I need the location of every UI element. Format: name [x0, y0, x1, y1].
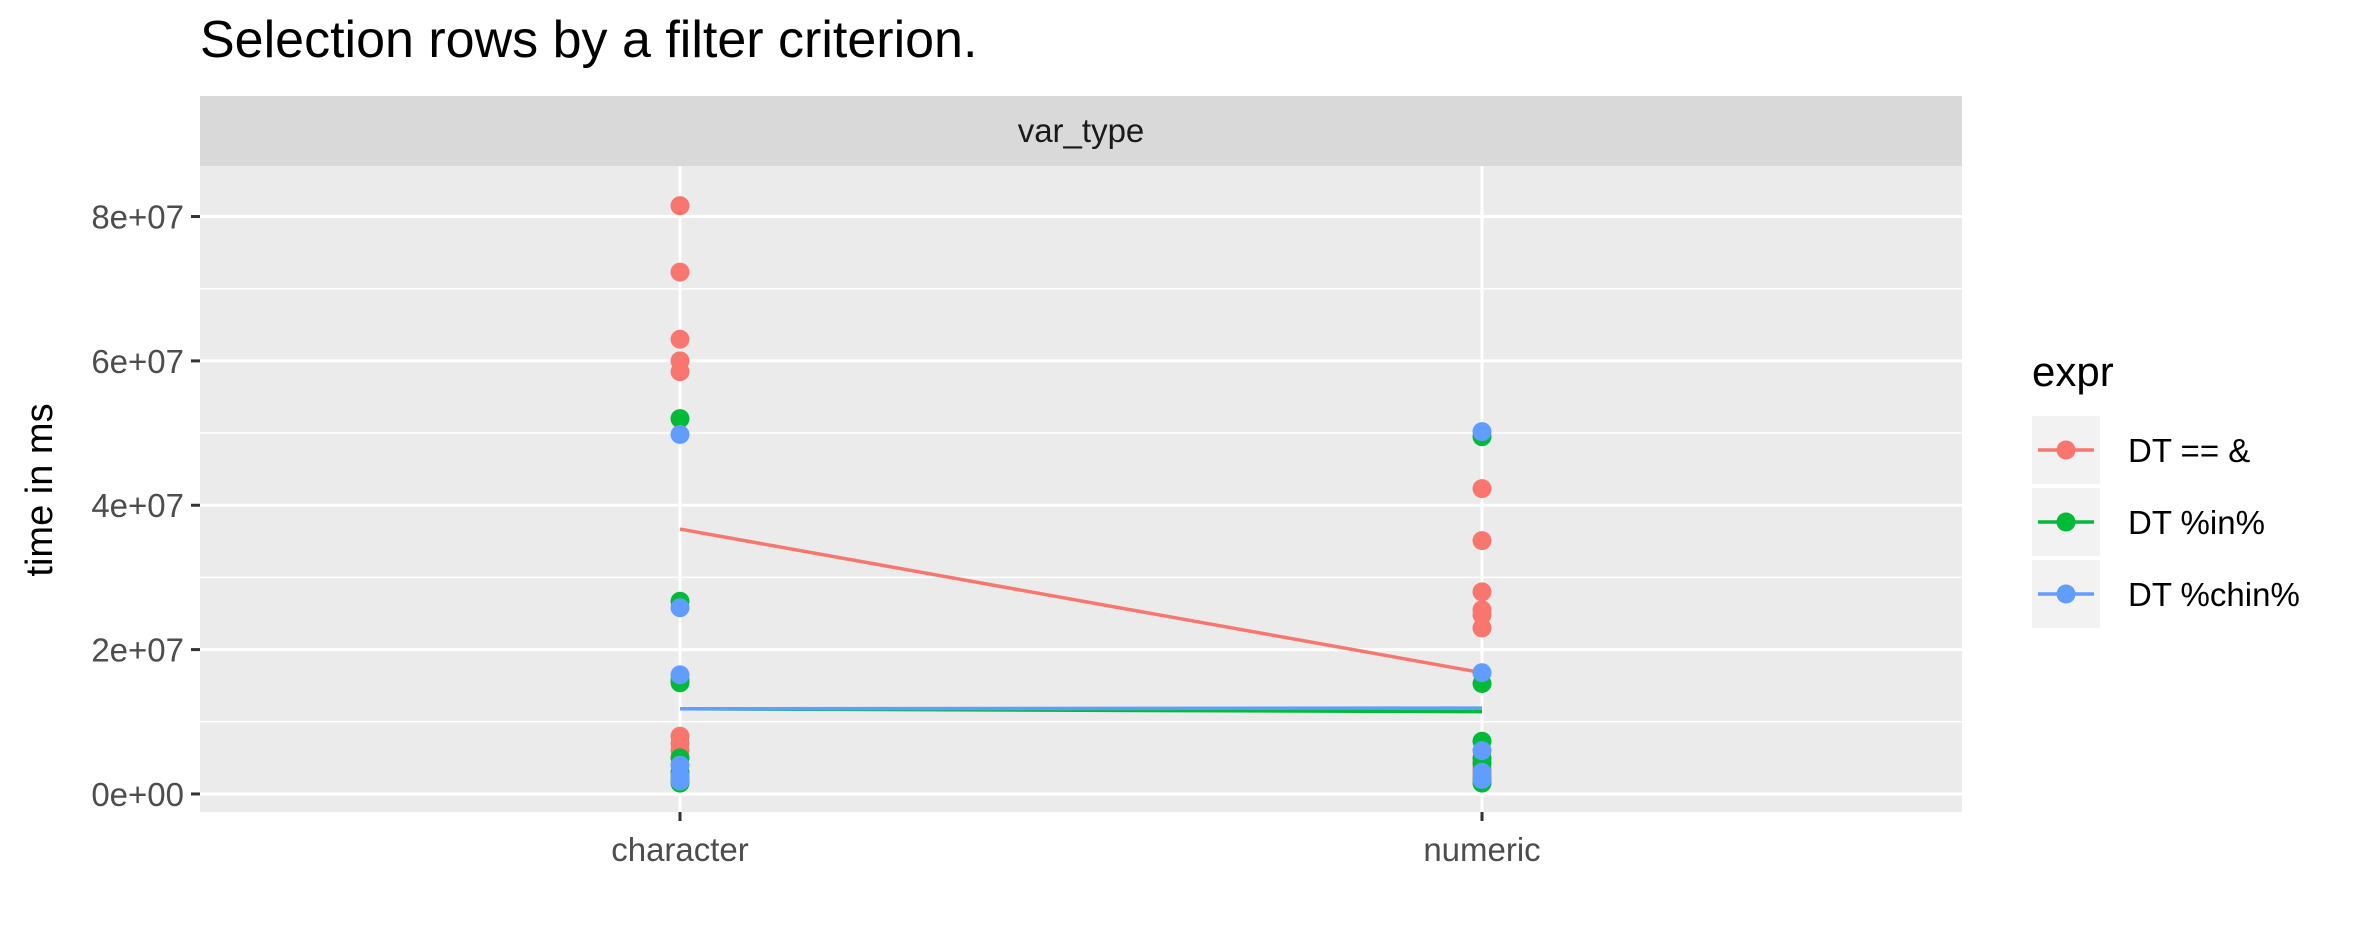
data-point: [670, 598, 690, 618]
legend-label: DT %in%: [2128, 504, 2265, 541]
data-point: [670, 409, 690, 429]
data-point: [1472, 479, 1492, 499]
x-axis: character numeric: [611, 812, 1541, 868]
series-line: [679, 706, 1483, 711]
data-point: [1472, 582, 1492, 602]
data-point: [1472, 741, 1492, 761]
legend-title: expr: [2032, 348, 2114, 395]
legend-item: DT %in%: [2032, 488, 2265, 556]
y-tick-label: 4e+07: [91, 487, 184, 524]
y-tick-label: 0e+00: [91, 776, 184, 813]
data-point: [1472, 618, 1492, 638]
data-point: [1472, 770, 1492, 790]
y-tick-label: 8e+07: [91, 199, 184, 236]
grid-minor: [200, 287, 1962, 723]
y-tick-label: 6e+07: [91, 343, 184, 380]
legend-label: DT %chin%: [2128, 576, 2300, 613]
plot-panel: [200, 166, 1962, 812]
series-points: [670, 196, 1492, 793]
x-tick-label: numeric: [1423, 831, 1540, 868]
legend-item: DT == &: [2032, 416, 2250, 484]
data-point: [670, 665, 690, 685]
data-point: [670, 362, 690, 382]
data-point: [670, 262, 690, 282]
facet-strip: [200, 96, 1962, 166]
data-point: [1472, 663, 1492, 683]
legend-key-point: [2056, 440, 2076, 460]
legend-item: DT %chin%: [2032, 560, 2300, 628]
data-point: [1472, 422, 1492, 442]
y-axis: 0e+00 2e+07 4e+07 6e+07 8e+07: [91, 199, 200, 813]
data-point: [670, 425, 690, 445]
legend-label: DT == &: [2128, 432, 2250, 469]
series-line: [679, 527, 1483, 675]
y-tick-label: 2e+07: [91, 632, 184, 669]
facet-label: var_type: [1018, 112, 1145, 149]
legend-key-point: [2056, 584, 2076, 604]
chart-title: Selection rows by a filter criterion.: [200, 11, 977, 69]
x-tick-label: character: [611, 831, 749, 868]
data-point: [670, 329, 690, 349]
data-point: [670, 771, 690, 791]
data-point: [1472, 605, 1492, 625]
data-point: [670, 196, 690, 216]
legend-key-point: [2056, 512, 2076, 532]
series-lines: [679, 527, 1483, 714]
legend: expr DT == & DT %in% DT %chin%: [2032, 348, 2300, 628]
y-axis-title: time in ms: [19, 403, 61, 576]
data-point: [1472, 531, 1492, 551]
